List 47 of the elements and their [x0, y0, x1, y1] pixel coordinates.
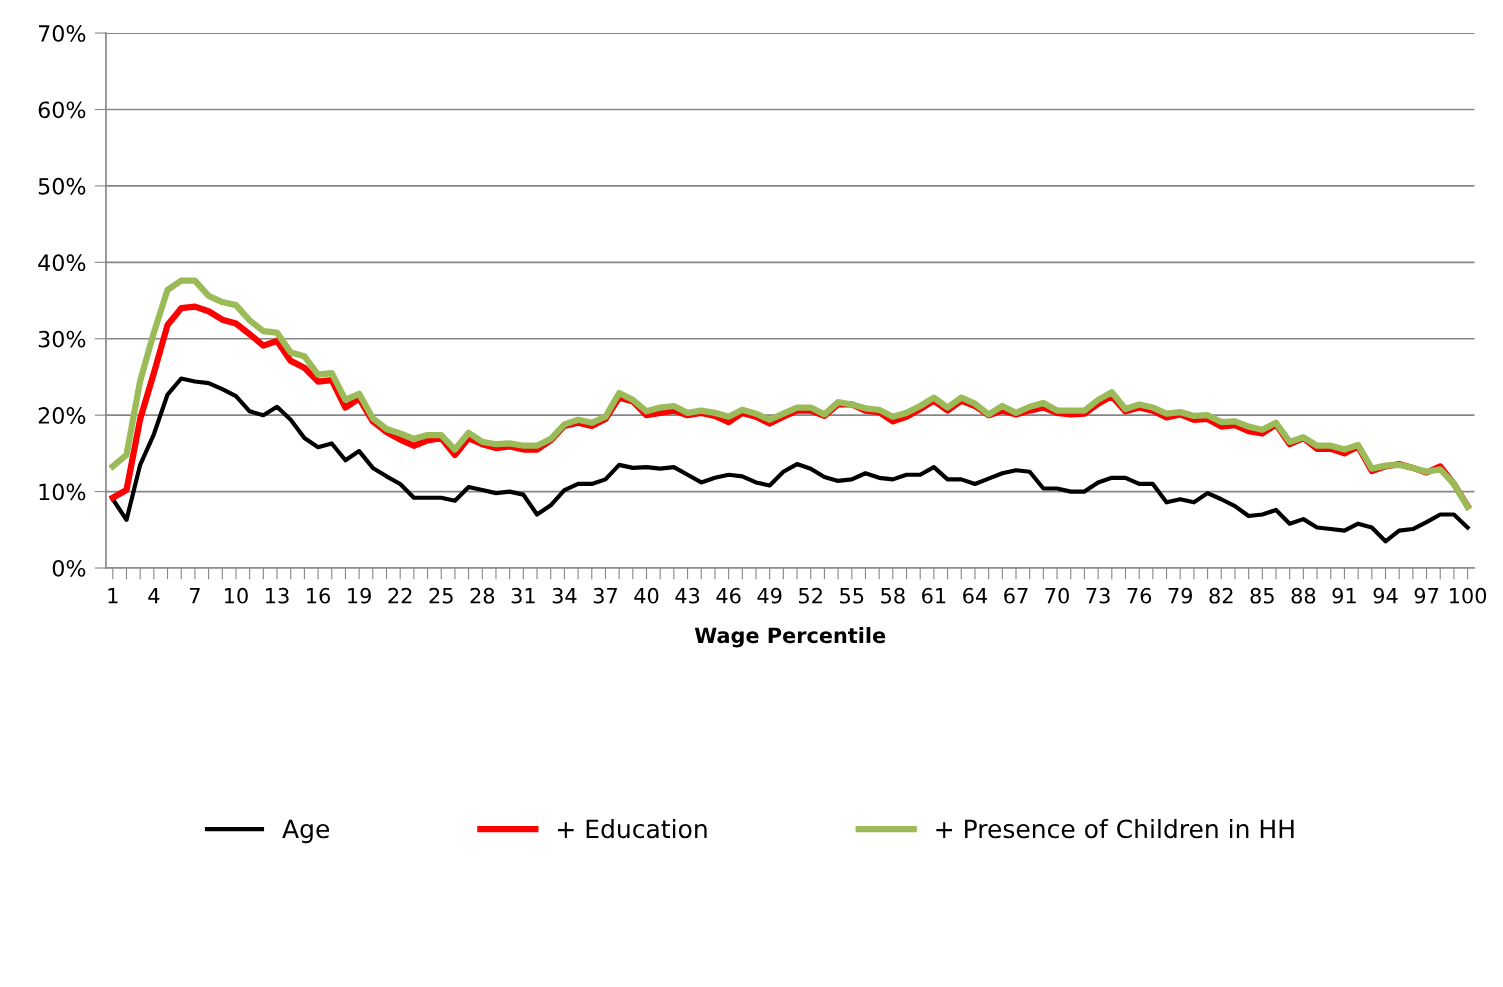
- x-tick-label: 22: [388, 587, 412, 604]
- y-tick-label: 30%: [38, 330, 86, 348]
- x-tick-label: 79: [1168, 587, 1193, 604]
- x-tick-label: 13: [266, 587, 289, 604]
- x-tick-label: 46: [716, 587, 741, 604]
- x-tick-label: 31: [511, 587, 535, 604]
- legend-label: Age: [282, 819, 330, 844]
- x-tick-label: 7: [189, 588, 200, 604]
- x-tick-label: 25: [429, 587, 453, 604]
- x-tick-label: 82: [1209, 587, 1233, 604]
- x-tick-label: 49: [757, 587, 782, 604]
- y-tick-label: 0%: [52, 559, 86, 577]
- line-series: [110, 376, 1470, 544]
- x-tick-label: 52: [799, 587, 822, 604]
- x-tick-label: 88: [1291, 587, 1316, 604]
- x-axis-title: Wage Percentile: [694, 627, 886, 648]
- x-tick-label: 55: [840, 588, 864, 604]
- x-tick-label: 94: [1373, 587, 1398, 604]
- x-tick-label: 10: [225, 587, 248, 604]
- x-tick-label: 4: [148, 588, 160, 604]
- x-tick-label: 34: [552, 587, 577, 604]
- x-tick-label: 43: [675, 587, 700, 604]
- x-tick-label: 85: [1250, 587, 1274, 604]
- legend-label: + Presence of Children in HH: [936, 818, 1294, 839]
- x-tick-label: 58: [881, 587, 905, 604]
- y-tick-label: 70%: [38, 25, 86, 42]
- y-tick-label: 10%: [39, 483, 86, 501]
- x-tick-label: 70: [1045, 587, 1069, 604]
- x-tick-label: 37: [593, 587, 617, 604]
- x-tick-label: 28: [470, 587, 495, 604]
- x-tick-label: 64: [963, 587, 988, 604]
- x-tick-label: 73: [1086, 587, 1110, 604]
- y-tick-label: 40%: [38, 254, 86, 272]
- x-tick-label: 97: [1414, 587, 1439, 604]
- x-tick-label: 100: [1450, 587, 1487, 604]
- x-tick-label: 19: [348, 587, 371, 604]
- x-tick-label: 16: [307, 587, 331, 604]
- y-tick-label: 20%: [38, 407, 86, 424]
- x-tick-label: 76: [1127, 587, 1152, 604]
- x-tick-label: 91: [1332, 587, 1356, 604]
- x-tick-label: 61: [922, 587, 946, 604]
- x-tick-label: 40: [634, 587, 659, 604]
- x-tick-label: 1: [108, 588, 118, 604]
- legend-label: + Education: [558, 818, 707, 839]
- x-tick-label: 67: [1004, 587, 1028, 604]
- y-tick-label: 60%: [38, 101, 86, 119]
- y-tick-label: 50%: [38, 177, 86, 195]
